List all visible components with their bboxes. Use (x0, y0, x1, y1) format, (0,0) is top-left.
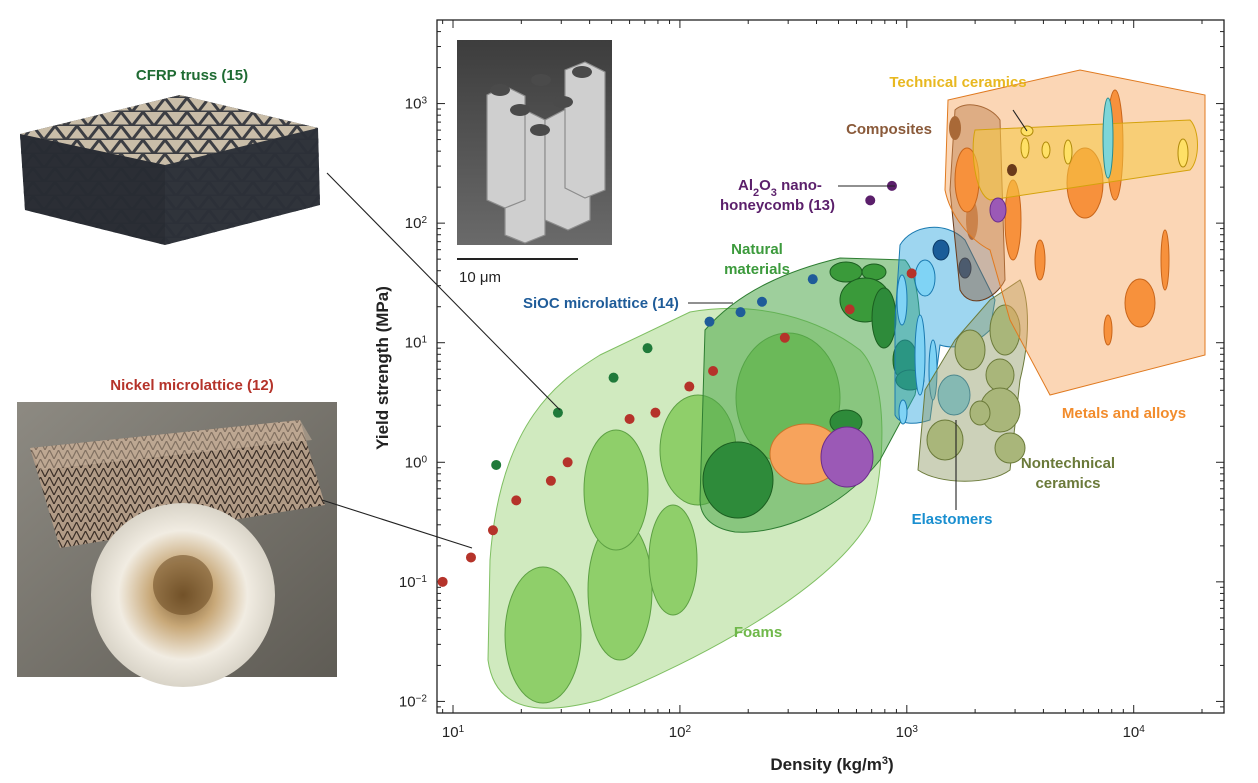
point-nickel-microlattice-12 (437, 576, 448, 587)
x-tick-label: 103 (896, 724, 919, 742)
foams-label: Foams (734, 624, 782, 641)
sioc-microlattice-label: SiOC microlattice (14) (523, 295, 679, 312)
point-nickel-microlattice-12 (545, 475, 556, 486)
point-cfrp-truss-15 (491, 459, 502, 470)
y-tick-label: 100 (405, 454, 428, 472)
point-cfrp-truss-15 (552, 407, 563, 418)
y-axis-title: Yield strength (MPa) (373, 286, 392, 450)
scale-bar-label: 10 μm (459, 269, 501, 286)
natural-materials-label-1: Natural (731, 241, 783, 258)
leader-lines (321, 109, 1028, 549)
y-tick-label: 102 (405, 215, 428, 233)
point-nickel-microlattice-12 (906, 268, 917, 279)
al2o3-label-line1: Al2O3 nano- (738, 177, 822, 199)
nickel-microlattice-photo (17, 402, 337, 687)
point-nickel-microlattice-12 (562, 457, 573, 468)
point-nickel-microlattice-12 (844, 304, 855, 315)
elastomers-label: Elastomers (912, 511, 993, 528)
point-sioc-microlattice-14 (704, 316, 715, 327)
nontechnical-ceramics-label-1: Nontechnical (1021, 455, 1115, 472)
x-tick-label: 102 (669, 724, 692, 742)
point-nickel-microlattice-12 (779, 332, 790, 343)
sem-honeycomb-inset (457, 40, 612, 245)
metals-and-alloys-label: Metals and alloys (1062, 405, 1186, 422)
point-nickel-microlattice-12 (684, 381, 695, 392)
region-elastomers (894, 226, 996, 425)
region-nontechnical-ceramics (917, 279, 1028, 482)
x-axis-title: Density (kg/m3) (770, 755, 893, 774)
point-sioc-microlattice-14 (735, 307, 746, 318)
nontechnical-ceramics-label-2: ceramics (1035, 475, 1100, 492)
cfrp-truss-photo (20, 95, 320, 245)
point-nickel-microlattice-12 (650, 407, 661, 418)
axis-ticks: 101 102 103 104 10−2 10−1 100 101 102 103 (399, 19, 1224, 742)
point-nickel-microlattice-12 (465, 552, 476, 563)
point-cfrp-truss-15 (608, 372, 619, 383)
material-regions (487, 69, 1206, 709)
region-technical-ceramics (972, 97, 1198, 223)
x-tick-label: 101 (442, 724, 465, 742)
point-sioc-microlattice-14 (756, 296, 767, 307)
point-nickel-microlattice-12 (624, 414, 635, 425)
al2o3-label-line2: honeycomb (13) (720, 197, 835, 214)
region-natural-materials (699, 257, 925, 533)
point-nickel-microlattice-12 (511, 495, 522, 506)
data-points (437, 180, 917, 587)
y-tick-label: 101 (405, 334, 428, 352)
point-cfrp-truss-15 (642, 343, 653, 354)
composites-label: Composites (846, 121, 932, 138)
y-tick-label: 10−1 (399, 573, 428, 591)
point-al2o3-nanohoneycomb-13 (865, 195, 876, 206)
nickel-microlattice-label: Nickel microlattice (12) (110, 377, 273, 394)
y-tick-label: 103 (405, 95, 428, 113)
point-sioc-microlattice-14 (807, 274, 818, 285)
y-tick-label: 10−2 (399, 693, 428, 711)
technical-ceramics-label: Technical ceramics (889, 74, 1026, 91)
point-nickel-microlattice-12 (487, 525, 498, 536)
point-nickel-microlattice-12 (708, 365, 719, 376)
natural-materials-label-2: materials (724, 261, 790, 278)
cfrp-truss-label: CFRP truss (15) (136, 67, 248, 84)
x-tick-label: 104 (1123, 724, 1146, 742)
